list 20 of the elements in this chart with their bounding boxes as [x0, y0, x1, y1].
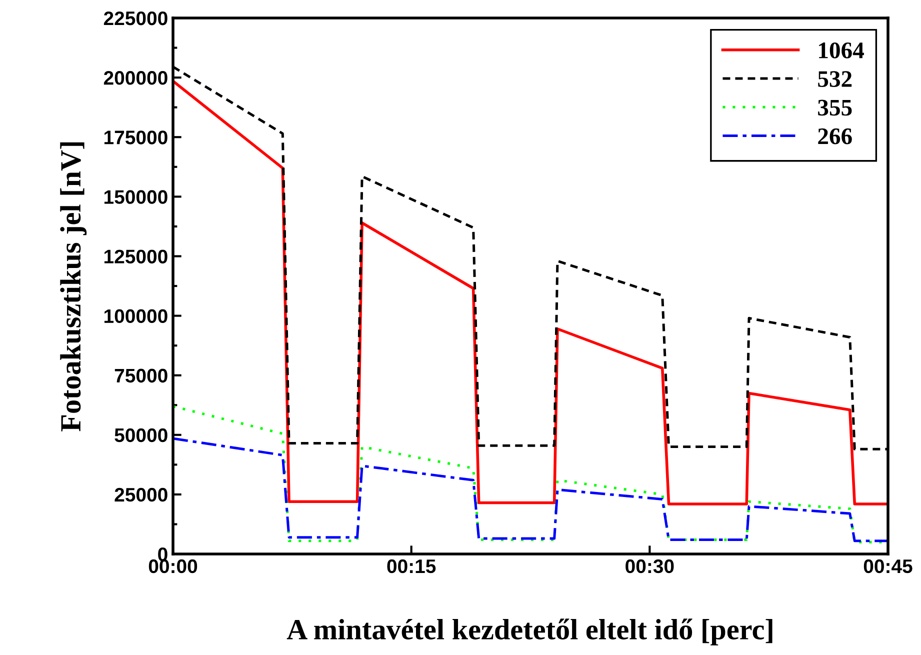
- y-tick-label: 225000: [104, 11, 168, 26]
- y-tick-label: 50000: [114, 428, 168, 442]
- y-tick-label: 25000: [114, 488, 168, 502]
- y-tick-label: 150000: [104, 190, 168, 204]
- x-tick-label: 00:45: [864, 559, 912, 574]
- x-tick-label: 00:15: [387, 559, 436, 574]
- x-tick-label: 00:30: [626, 559, 674, 574]
- x-tick-label: 00:00: [148, 559, 198, 574]
- legend-label: 532: [818, 71, 852, 88]
- legend-label: 266: [818, 128, 852, 144]
- y-tick-label: 200000: [104, 71, 168, 85]
- y-tick-label: 100000: [104, 309, 168, 324]
- y-tick-label: 125000: [104, 250, 168, 264]
- legend-label: 1064: [819, 42, 864, 58]
- line-series: [173, 437, 888, 542]
- legend-label: 355: [818, 100, 852, 116]
- x-axis-title: A mintavétel kezdetetől eltelt idő [perc]: [286, 618, 772, 646]
- y-tick-label: 175000: [104, 130, 168, 144]
- y-axis-title: Fotoakusztikus jel [nV]: [60, 142, 87, 432]
- y-tick-label: 75000: [114, 368, 168, 383]
